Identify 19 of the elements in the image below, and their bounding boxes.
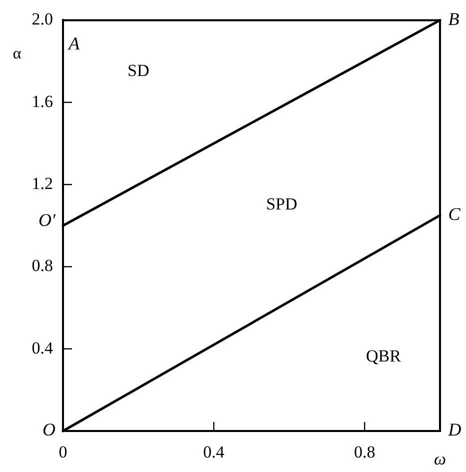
x-tick-label: 0.8: [354, 442, 376, 462]
y-tick-label: 1.2: [32, 174, 53, 193]
y-tick-label: 0.4: [32, 338, 54, 358]
y-tick-label: 2.0: [32, 10, 53, 29]
text: C: [448, 204, 462, 224]
y-axis-title: α: [12, 45, 22, 62]
text: O′: [38, 210, 57, 230]
y-tick-label: 0.8: [32, 256, 53, 276]
x-tick-label: 0: [58, 442, 68, 462]
annotation: SD: [128, 61, 150, 80]
x-axis-title: ω: [434, 449, 446, 468]
annotation: QBR: [366, 346, 402, 366]
annotation: SPD: [266, 194, 298, 214]
x-tick-label: 0.4: [203, 442, 225, 462]
text: B: [448, 8, 460, 29]
text: D: [447, 420, 462, 440]
text: O: [42, 420, 56, 440]
annotation: A: [68, 34, 81, 54]
y-tick-label: 1.6: [32, 92, 53, 111]
